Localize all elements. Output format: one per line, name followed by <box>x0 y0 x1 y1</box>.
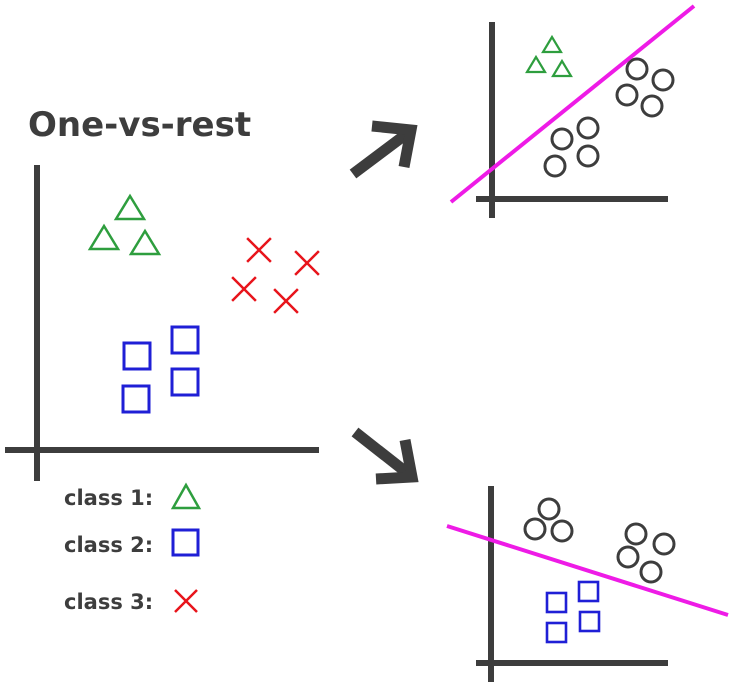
arrow-to-bottom-plot <box>351 427 419 485</box>
main-class1-triangles <box>87 193 162 256</box>
top-rest-circles <box>543 57 675 178</box>
triangle-marker <box>541 34 563 54</box>
main-class2-squares <box>121 325 200 414</box>
square-marker <box>122 341 152 371</box>
circle-marker <box>537 497 561 521</box>
circle-marker <box>550 127 574 151</box>
main-class3-crosses <box>231 237 320 314</box>
circle-marker <box>576 116 600 140</box>
circle-marker <box>576 144 600 168</box>
circle-marker <box>615 83 639 107</box>
circle-marker <box>550 519 574 543</box>
arrow-to-top-plot <box>349 120 418 179</box>
cross-marker <box>273 288 299 314</box>
main-plot <box>5 165 320 481</box>
cross-marker <box>246 237 272 263</box>
circle-marker <box>652 532 676 556</box>
legend-square-icon <box>171 528 200 557</box>
triangle-marker <box>551 58 573 78</box>
legend: class 1: class 2: class 3: <box>64 482 202 614</box>
top-subplot <box>449 4 696 218</box>
arrow-shaft <box>349 127 413 179</box>
circle-marker <box>523 517 547 541</box>
arrow-head-icon <box>371 120 418 169</box>
arrow-shaft <box>351 427 415 481</box>
bottom-rest-circles <box>523 497 676 584</box>
square-marker <box>170 367 200 397</box>
square-marker <box>121 384 151 414</box>
square-marker <box>545 591 568 614</box>
bottom-class2-squares <box>545 580 601 644</box>
circle-marker <box>624 522 648 546</box>
top-decision-boundary <box>449 4 696 204</box>
legend-cross-icon <box>174 589 198 613</box>
circle-marker <box>616 545 640 569</box>
circle-marker <box>625 57 649 81</box>
diagram-title: One-vs-rest <box>28 105 251 145</box>
legend-class3-label: class 3: <box>64 590 153 614</box>
square-marker <box>578 610 601 633</box>
bottom-subplot <box>446 486 729 682</box>
legend-class1-label: class 1: <box>64 486 153 510</box>
legend-class2-label: class 2: <box>64 533 153 557</box>
square-marker <box>170 325 200 355</box>
circle-marker <box>639 560 663 584</box>
square-marker <box>577 580 600 603</box>
cross-marker <box>231 276 257 302</box>
triangle-marker <box>525 54 547 74</box>
circle-marker <box>543 154 567 178</box>
top-class1-triangles <box>525 34 573 78</box>
triangle-marker <box>113 193 147 221</box>
square-marker <box>545 621 568 644</box>
legend-triangle-icon <box>170 482 202 510</box>
triangle-marker <box>128 228 162 256</box>
circle-marker <box>651 68 675 92</box>
triangle-marker <box>87 223 121 251</box>
arrow-head-icon <box>375 438 419 485</box>
circle-marker <box>640 94 664 118</box>
bottom-decision-boundary <box>446 524 729 617</box>
cross-marker <box>294 250 320 276</box>
